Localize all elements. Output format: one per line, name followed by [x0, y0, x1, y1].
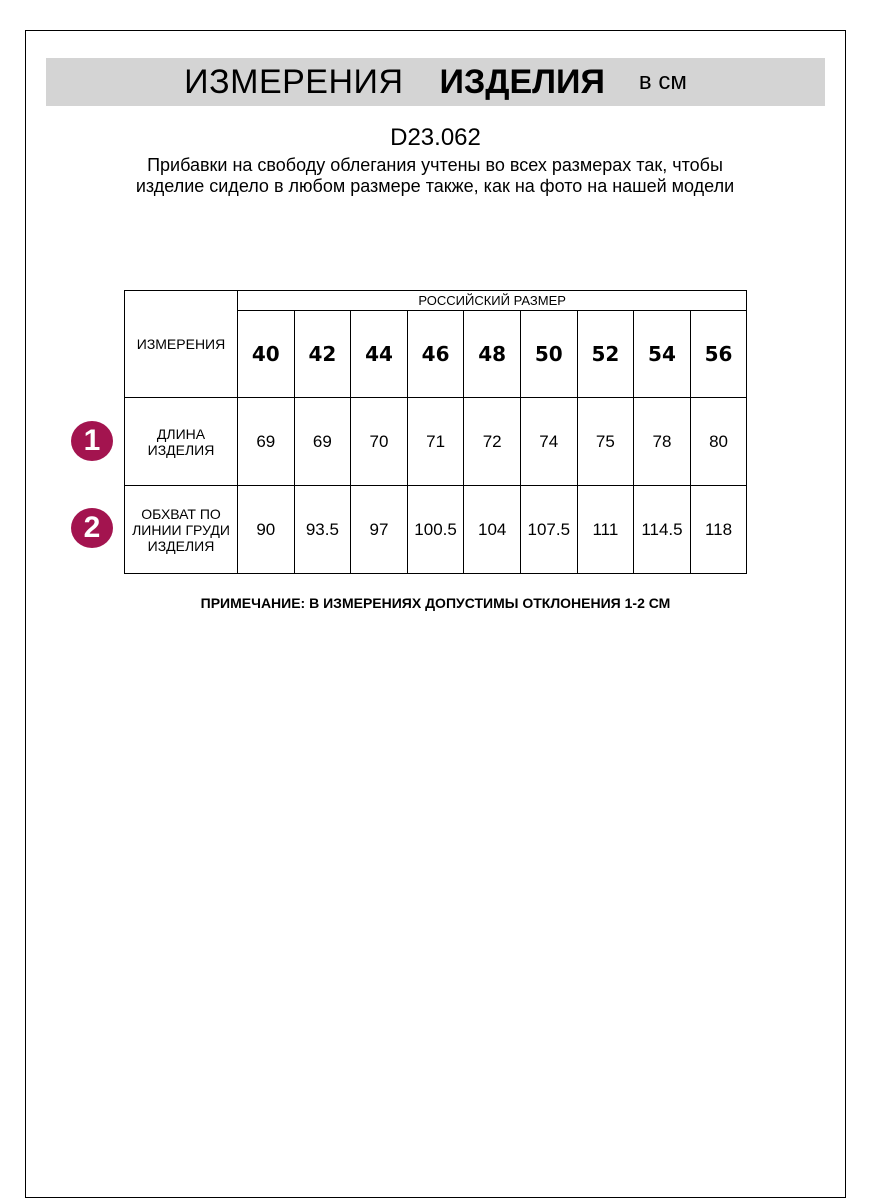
size-header: 54: [633, 310, 691, 398]
note: ПРИМЕЧАНИЕ: В ИЗМЕРЕНИЯХ ДОПУСТИМЫ ОТКЛО…: [200, 595, 671, 611]
value-cell: 93.5: [293, 485, 352, 574]
title-bold: ИЗДЕЛИЯ: [439, 62, 605, 101]
title-regular: ИЗМЕРЕНИЯ: [184, 62, 404, 101]
size-header: 42: [293, 310, 352, 398]
size-header: 44: [350, 310, 408, 398]
value-cell: 69: [293, 397, 352, 486]
size-header: 52: [576, 310, 635, 398]
badge-2: 2: [71, 508, 113, 548]
value-cell: 114.5: [633, 485, 691, 574]
value-cell: 80: [689, 397, 748, 486]
size-header: 56: [689, 310, 748, 398]
size-header: 46: [406, 310, 465, 398]
measure-header: ИЗМЕРЕНИЯ: [124, 290, 238, 398]
size-table: ИЗМЕРЕНИЯ РОССИЙСКИЙ РАЗМЕР 40 42 44 46 48 50…: [124, 290, 748, 574]
page-frame: [25, 30, 846, 1198]
value-cell: 70: [350, 397, 408, 486]
table-row: ОБХВАТ ПО ЛИНИИ ГРУДИ ИЗДЕЛИЯ 90 93.5 97 10…: [124, 485, 748, 574]
size-group-header: РОССИЙСКИЙ РАЗМЕР: [236, 290, 748, 311]
value-cell: 75: [576, 397, 635, 486]
value-cell: 90: [237, 485, 295, 574]
value-cell: 74: [519, 397, 578, 486]
value-cell: 78: [633, 397, 691, 486]
value-cell: 97: [350, 485, 408, 574]
title-unit: в см: [638, 68, 687, 95]
size-header: 48: [463, 310, 521, 398]
row-label: ДЛИНА ИЗДЕЛИЯ: [124, 397, 238, 486]
article-code: D23.062: [390, 124, 481, 151]
value-cell: 71: [406, 397, 465, 486]
value-cell: 111: [576, 485, 635, 574]
value-cell: 107.5: [519, 485, 578, 574]
title-bar: ИЗМЕРЕНИЯ ИЗДЕЛИЯ в см: [46, 58, 825, 106]
row-label: ОБХВАТ ПО ЛИНИИ ГРУДИ ИЗДЕЛИЯ: [124, 485, 238, 574]
value-cell: 104: [463, 485, 521, 574]
value-cell: 69: [237, 397, 295, 486]
badge-1: 1: [71, 421, 113, 461]
size-header: 50: [519, 310, 578, 398]
value-cell: 72: [463, 397, 521, 486]
value-cell: 118: [689, 485, 748, 574]
description: Прибавки на свободу облегания учтены во …: [135, 155, 735, 196]
value-cell: 100.5: [406, 485, 465, 574]
size-header: 40: [237, 310, 295, 398]
table-row: ДЛИНА ИЗДЕЛИЯ 69 69 70 71 72 74 75 78 80: [124, 397, 748, 486]
